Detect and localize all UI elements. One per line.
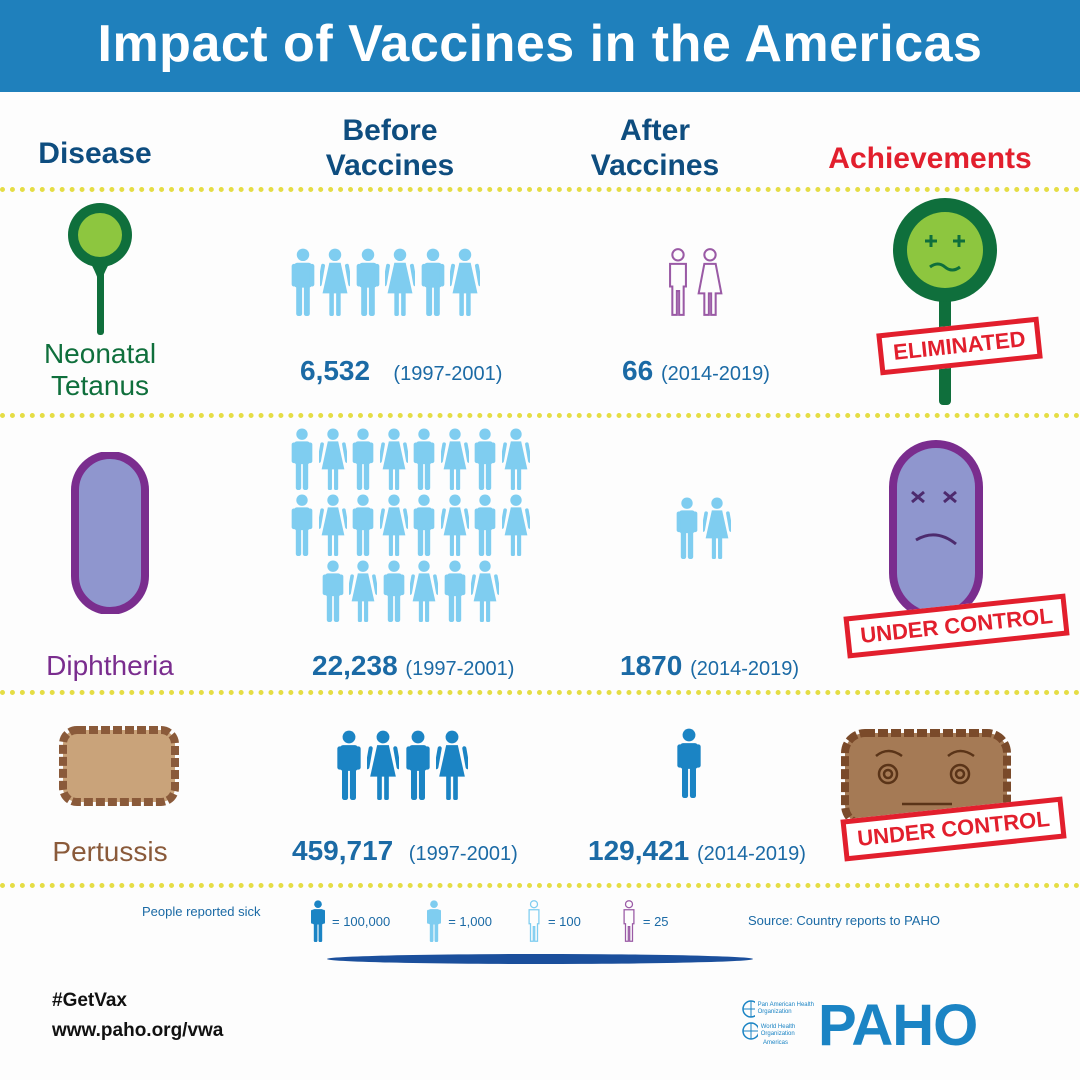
legend-item: = 25 bbox=[642, 913, 669, 929]
row-divider bbox=[0, 690, 1080, 695]
person-icon bbox=[440, 428, 469, 490]
person-icon bbox=[668, 248, 688, 316]
person-icon bbox=[322, 560, 344, 622]
row-divider bbox=[0, 413, 1080, 418]
person-icon bbox=[677, 728, 701, 798]
person-icon bbox=[440, 494, 469, 556]
person-icon bbox=[501, 494, 530, 556]
person-icon bbox=[367, 730, 400, 800]
person-icon bbox=[421, 248, 445, 316]
tetanus-bacterium-icon bbox=[68, 203, 132, 335]
person-icon bbox=[318, 428, 347, 490]
disease-name: Pertussis bbox=[52, 836, 168, 867]
before-figures bbox=[290, 248, 510, 321]
person-icon bbox=[703, 497, 732, 559]
title-banner bbox=[0, 0, 1080, 92]
pertussis-face-icon bbox=[841, 729, 1011, 829]
person-icon bbox=[379, 494, 408, 556]
before-figures bbox=[275, 428, 545, 626]
column-header-disease: Disease bbox=[38, 137, 152, 170]
page-title: Impact of Vaccines in the Americas bbox=[97, 15, 983, 73]
after-count: 129,421 (2014-2019) bbox=[588, 835, 806, 866]
column-header-after: After Vaccines bbox=[590, 114, 720, 182]
legend: = 100,000 = 1,000 = 100 = 25 bbox=[310, 900, 669, 942]
person-icon bbox=[501, 428, 530, 490]
person-icon bbox=[528, 900, 540, 942]
before-figures bbox=[335, 730, 469, 805]
person-icon bbox=[676, 497, 698, 559]
row-divider bbox=[0, 187, 1080, 192]
after-figures bbox=[675, 728, 703, 803]
before-count: 6,532 (1997-2001) bbox=[300, 355, 503, 386]
legend-item: = 100 bbox=[547, 913, 581, 929]
legend-item: = 1,000 bbox=[448, 913, 492, 929]
globe-icon bbox=[742, 1022, 758, 1040]
person-icon bbox=[623, 900, 635, 942]
org-name: Pan American Health Organization bbox=[757, 1002, 814, 1015]
website-link[interactable]: www.paho.org/vwa bbox=[52, 1020, 224, 1041]
after-count: 66 (2014-2019) bbox=[622, 355, 770, 386]
row-divider bbox=[0, 883, 1080, 888]
person-icon bbox=[450, 248, 481, 316]
diphtheria-bacterium-icon bbox=[71, 452, 149, 614]
pertussis-bacterium-icon bbox=[59, 726, 179, 806]
source-note: Source: Country reports to PAHO bbox=[748, 913, 940, 928]
person-icon bbox=[292, 494, 313, 556]
person-icon bbox=[413, 428, 435, 490]
person-icon bbox=[356, 248, 380, 316]
person-icon bbox=[697, 248, 723, 316]
decorative-divider bbox=[327, 954, 753, 964]
after-figures bbox=[665, 248, 725, 321]
person-icon bbox=[474, 428, 496, 490]
person-icon bbox=[427, 900, 442, 942]
person-icon bbox=[379, 428, 408, 490]
paho-logo: PAHO bbox=[818, 993, 978, 1058]
org-names: Pan American Health Organization World H… bbox=[742, 1000, 822, 1046]
after-count: 1870 (2014-2019) bbox=[620, 650, 800, 681]
legend-label: People reported sick bbox=[142, 904, 261, 919]
person-icon bbox=[410, 560, 439, 622]
person-icon bbox=[292, 428, 313, 490]
hashtag: #GetVax bbox=[52, 990, 127, 1011]
person-icon bbox=[406, 730, 430, 800]
disease-name: Diphtheria bbox=[46, 650, 174, 681]
person-icon bbox=[318, 494, 347, 556]
globe-icon bbox=[742, 1000, 755, 1018]
person-icon bbox=[471, 560, 500, 622]
before-count: 459,717 (1997-2001) bbox=[292, 835, 518, 866]
before-count: 22,238 (1997-2001) bbox=[312, 650, 515, 681]
person-icon bbox=[385, 248, 416, 316]
person-icon bbox=[436, 730, 469, 800]
person-icon bbox=[320, 248, 351, 316]
diphtheria-face-icon bbox=[889, 440, 983, 620]
person-icon bbox=[474, 494, 496, 556]
person-icon bbox=[352, 428, 374, 490]
person-icon bbox=[349, 560, 378, 622]
person-icon bbox=[444, 560, 466, 622]
person-icon bbox=[383, 560, 405, 622]
after-figures bbox=[675, 497, 732, 564]
person-icon bbox=[352, 494, 374, 556]
legend-item: = 100,000 bbox=[332, 913, 391, 929]
person-icon bbox=[337, 730, 361, 800]
person-icon bbox=[291, 248, 315, 316]
disease-name: Neonatal Tetanus bbox=[43, 338, 157, 401]
person-icon bbox=[311, 900, 325, 942]
org-name: World Health Organization bbox=[760, 1024, 796, 1037]
column-header-before: Before Vaccines bbox=[325, 114, 455, 182]
person-icon bbox=[413, 494, 435, 556]
org-region: Americas bbox=[763, 1040, 789, 1046]
tetanus-face-icon bbox=[893, 198, 997, 405]
column-header-achievements: Achievements bbox=[828, 142, 1032, 175]
